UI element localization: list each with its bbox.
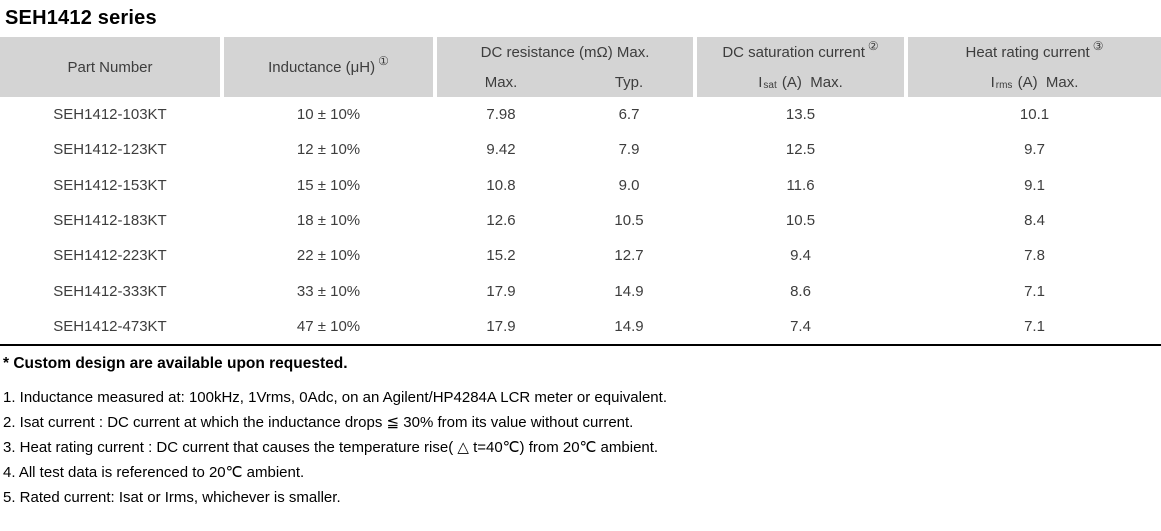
- inductance-cell: 33 ± 10%: [296, 282, 361, 300]
- part-number-cell: SEH1412-153KT: [53, 176, 167, 194]
- part-number-cell: SEH1412-223KT: [53, 247, 167, 265]
- rdc-max-cell: 7.98: [486, 106, 516, 124]
- footnote-3: 3. Heat rating current : DC current that…: [3, 439, 659, 457]
- part-number-cell: SEH1412-123KT: [53, 141, 167, 159]
- isat-cell: 12.5: [785, 141, 816, 159]
- table-body: SEH1412-103KT 10 ± 10% 7.98 6.7 13.5 10.…: [0, 97, 1161, 344]
- footnotes-section: * Custom design are available upon reque…: [3, 355, 1161, 510]
- inductance-cell: 18 ± 10%: [296, 212, 361, 230]
- heat-rating-label: Heat rating current: [965, 43, 1090, 61]
- irms-units: (A) Max.: [1013, 73, 1079, 91]
- page-title: SEH1412 series: [5, 7, 157, 29]
- inductance-label: Inductance (μH): [268, 58, 376, 76]
- inductance-cell: 12 ± 10%: [296, 141, 361, 159]
- isat-cell: 10.5: [785, 212, 816, 230]
- table-row: SEH1412-153KT 15 ± 10% 10.8 9.0 11.6 9.1: [0, 168, 1161, 203]
- custom-design-note: * Custom design are available upon reque…: [3, 355, 348, 373]
- irms-symbol: I: [990, 73, 995, 91]
- part-number-cell: SEH1412-103KT: [53, 106, 167, 124]
- rdc-typ-cell: 14.9: [614, 317, 644, 335]
- irms-cell: 9.7: [1024, 141, 1045, 159]
- irms-cell: 8.4: [1024, 212, 1045, 230]
- isat-cell: 8.6: [790, 282, 811, 300]
- isat-cell: 9.4: [790, 247, 811, 265]
- table-row: SEH1412-473KT 47 ± 10% 17.9 14.9 7.4 7.1: [0, 309, 1161, 344]
- isat-units: (A) Max.: [777, 73, 843, 91]
- table-row: SEH1412-183KT 18 ± 10% 12.6 10.5 10.5 8.…: [0, 203, 1161, 238]
- column-header-inductance: Inductance (μH) ①: [224, 37, 433, 97]
- irms-cell: 9.1: [1024, 176, 1045, 194]
- isat-symbol: I: [758, 73, 763, 91]
- column-group-heat-rating: Heat rating current ③: [908, 37, 1161, 67]
- part-number-cell: SEH1412-183KT: [53, 212, 167, 230]
- rdc-max-label: Max.: [484, 73, 518, 91]
- rdc-max-cell: 10.8: [486, 176, 516, 194]
- rdc-typ-label: Typ.: [614, 73, 644, 91]
- irms-cell: 10.1: [1019, 106, 1050, 124]
- footnote-1: 1. Inductance measured at: 100kHz, 1Vrms…: [3, 389, 667, 407]
- column-group-dc-saturation: DC saturation current ②: [697, 37, 904, 67]
- column-subheader-rdc-max: Max.: [437, 67, 565, 97]
- rdc-typ-cell: 9.0: [618, 176, 640, 194]
- part-number-cell: SEH1412-333KT: [53, 282, 167, 300]
- table-row: SEH1412-103KT 10 ± 10% 7.98 6.7 13.5 10.…: [0, 97, 1161, 132]
- datasheet-page: SEH1412 series Part Number Inductance (μ…: [0, 7, 1161, 531]
- part-number-label: Part Number: [67, 58, 153, 76]
- footnote-2: 2. Isat current : DC current at which th…: [3, 414, 634, 432]
- rdc-typ-cell: 6.7: [618, 106, 640, 124]
- column-subheader-rdc-typ: Typ.: [565, 67, 693, 97]
- rdc-max-cell: 17.9: [486, 317, 516, 335]
- irms-cell: 7.1: [1024, 317, 1045, 335]
- inductance-cell: 22 ± 10%: [296, 247, 361, 265]
- irms-cell: 7.8: [1024, 247, 1045, 265]
- inductance-cell: 10 ± 10%: [296, 106, 361, 124]
- inductance-cell: 47 ± 10%: [296, 317, 361, 335]
- column-header-part-number: Part Number: [0, 37, 220, 97]
- rdc-typ-cell: 14.9: [614, 282, 644, 300]
- table-row: SEH1412-223KT 22 ± 10% 15.2 12.7 9.4 7.8: [0, 238, 1161, 273]
- table-row: SEH1412-123KT 12 ± 10% 9.42 7.9 12.5 9.7: [0, 132, 1161, 167]
- isat-cell: 11.6: [786, 176, 815, 194]
- rdc-typ-cell: 7.9: [618, 141, 640, 159]
- dc-resistance-label: DC resistance (mΩ) Max.: [480, 43, 650, 61]
- footnote-4: 4. All test data is referenced to 20℃ am…: [3, 464, 305, 482]
- isat-cell: 7.4: [790, 317, 811, 335]
- footnote-5: 5. Rated current: Isat or Irms, whicheve…: [3, 489, 341, 507]
- table-row: SEH1412-333KT 33 ± 10% 17.9 14.9 8.6 7.1: [0, 273, 1161, 308]
- isat-cell: 13.5: [785, 106, 816, 124]
- irms-cell: 7.1: [1024, 282, 1045, 300]
- table-header: Part Number Inductance (μH) ① DC resistan…: [0, 37, 1161, 97]
- rdc-typ-cell: 10.5: [614, 212, 644, 230]
- rdc-max-cell: 15.2: [486, 247, 516, 265]
- rdc-max-cell: 12.6: [486, 212, 516, 230]
- rdc-typ-cell: 12.7: [614, 247, 644, 265]
- rdc-max-cell: 9.42: [486, 141, 516, 159]
- inductance-cell: 15 ± 10%: [296, 176, 361, 194]
- dc-saturation-label: DC saturation current: [722, 43, 865, 61]
- specifications-table: Part Number Inductance (μH) ① DC resistan…: [0, 37, 1161, 347]
- rdc-max-cell: 17.9: [486, 282, 516, 300]
- column-group-dc-resistance: DC resistance (mΩ) Max.: [437, 37, 693, 67]
- part-number-cell: SEH1412-473KT: [53, 317, 167, 335]
